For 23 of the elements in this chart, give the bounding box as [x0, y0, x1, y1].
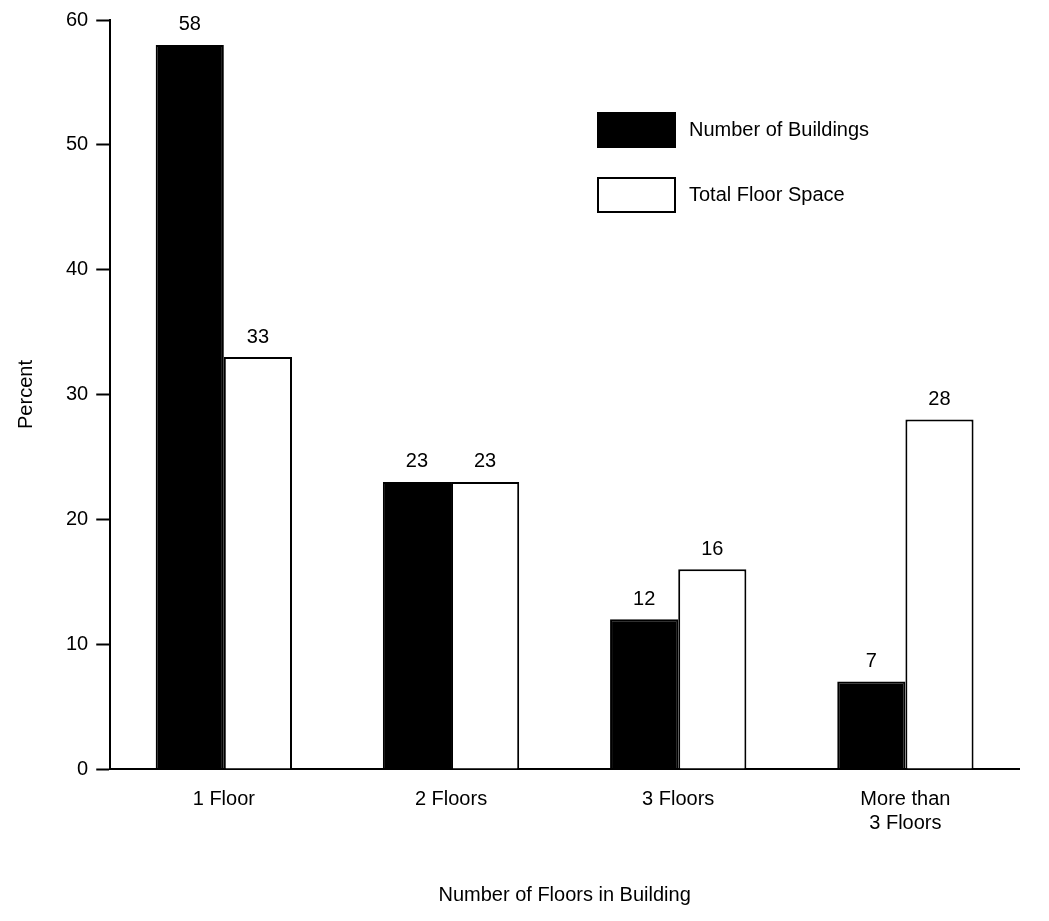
x-tick-label: 1 Floor: [192, 786, 256, 809]
data-label: 58: [178, 12, 201, 35]
data-label: 28: [928, 386, 951, 409]
x-axis-title: Number of Floors in Building: [438, 882, 691, 905]
y-tick-label: 40: [66, 257, 89, 280]
y-tick-label: 50: [66, 132, 89, 155]
data-label: 33: [246, 324, 270, 347]
y-tick-label: 60: [66, 7, 89, 30]
y-tick-label: 30: [66, 382, 89, 405]
data-label: 7: [865, 649, 877, 672]
data-label: 16: [701, 536, 724, 559]
x-tick-label: More than 3 Floors: [860, 786, 951, 833]
y-axis-title: Percent: [13, 359, 36, 429]
legend-label: Total Floor Space: [689, 182, 845, 205]
legend-label: Number of Buildings: [689, 117, 870, 140]
x-tick-label: 2 Floors: [414, 786, 488, 809]
y-tick-label: 20: [66, 506, 89, 529]
data-label: 23: [405, 449, 429, 472]
data-label: 12: [633, 586, 656, 609]
y-tick-label: 0: [77, 756, 89, 779]
x-tick-label: 3 Floors: [642, 786, 715, 809]
data-label: 23: [473, 449, 497, 472]
y-tick-label: 10: [66, 631, 89, 654]
